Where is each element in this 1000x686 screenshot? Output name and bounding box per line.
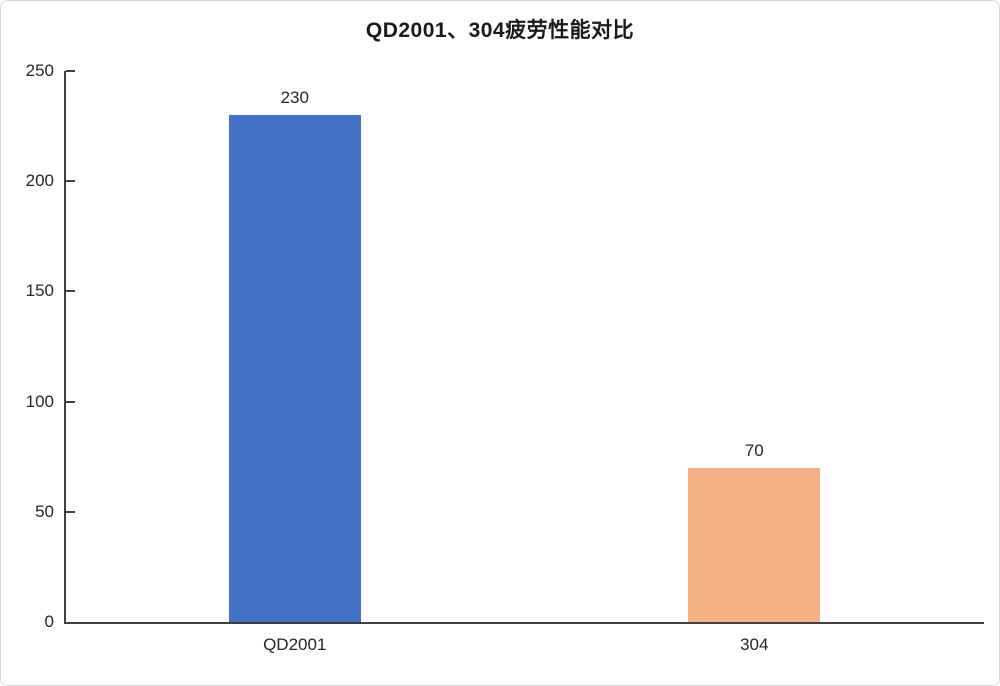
y-axis-tick-label: 250: [25, 61, 54, 80]
y-axis-tick-label: 0: [44, 612, 54, 631]
bar-QD2001: [228, 115, 361, 622]
bar-value-label: 230: [280, 88, 309, 108]
x-axis-category-label: QD2001: [263, 635, 327, 654]
y-axis-tick-label: 200: [25, 171, 54, 191]
y-axis-tick-label: 150: [25, 281, 54, 301]
y-axis-tick-mark: [66, 180, 75, 183]
y-axis-tick-mark: [66, 290, 75, 293]
y-axis-line: [64, 71, 66, 624]
y-axis-tick-label: 50: [35, 501, 54, 521]
x-axis-line: [64, 622, 984, 624]
bar-304: [688, 467, 821, 622]
bar-value-label: 70: [744, 440, 764, 460]
y-axis-tick-mark: [66, 510, 75, 513]
chart-title: QD2001、304疲劳性能对比: [365, 19, 635, 42]
x-axis-category-label: 304: [740, 635, 769, 654]
y-axis-tick-mark: [66, 400, 75, 403]
y-axis-tick-label: 100: [25, 391, 54, 411]
y-axis-tick-mark: [66, 70, 75, 72]
